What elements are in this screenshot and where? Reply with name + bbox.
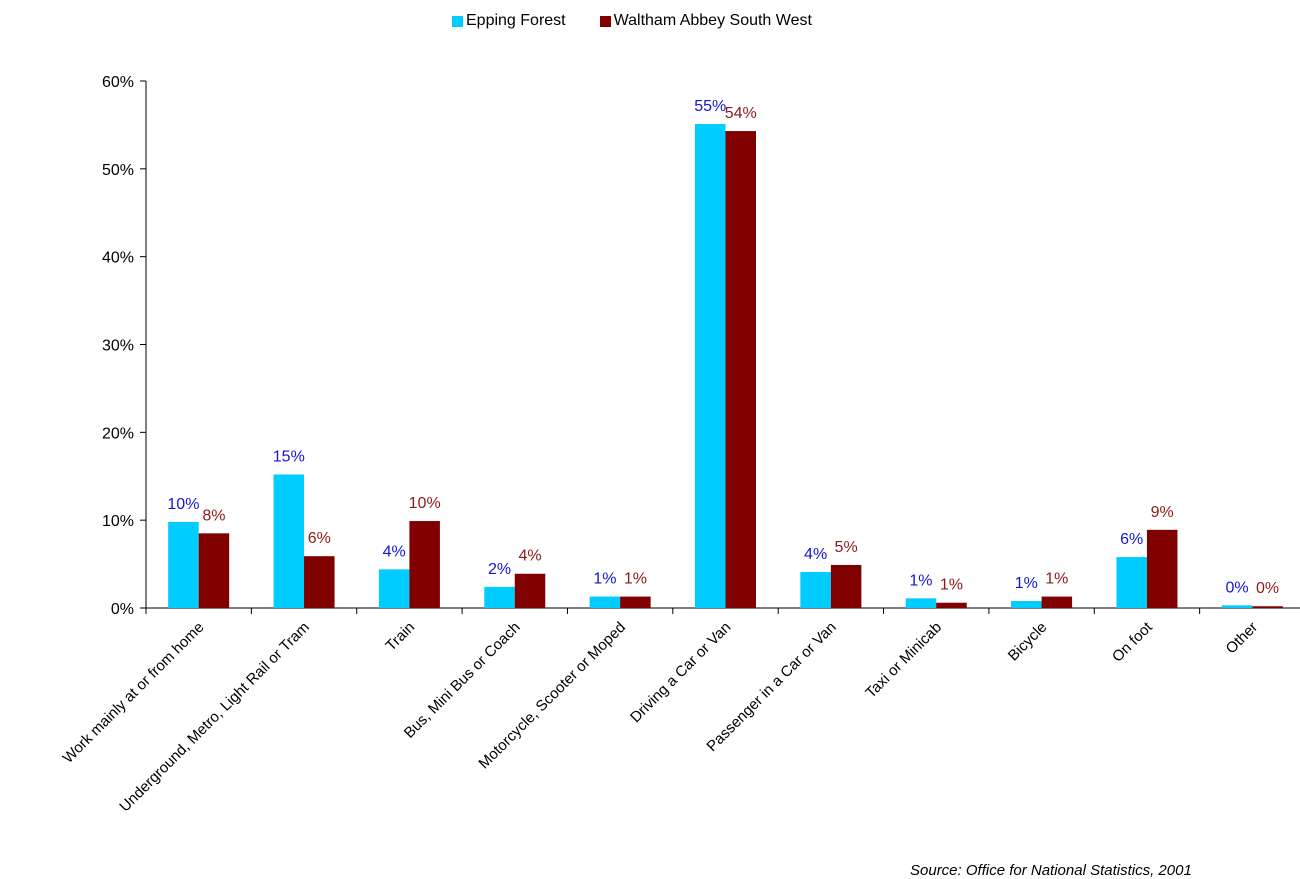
x-tick-label-driving-a-car-or-van: Driving a Car or Van — [627, 619, 734, 726]
x-tick-label-train: Train — [382, 619, 418, 655]
data-label-epping-forest-on-foot: 6% — [1120, 531, 1143, 548]
chart-legend: Epping Forest Waltham Abbey South West — [452, 10, 812, 32]
data-label-waltham-abbey-south-west-passenger-in-a-car-or-van: 5% — [835, 539, 858, 556]
bar-waltham-abbey-south-west-train — [409, 521, 440, 608]
bar-waltham-abbey-south-west-underground-metro-light-rail-or-tram — [304, 556, 335, 608]
source-note: Source: Office for National Statistics, … — [910, 862, 1192, 879]
data-label-epping-forest-driving-a-car-or-van: 55% — [694, 98, 726, 115]
bar-epping-forest-passenger-in-a-car-or-van — [800, 571, 831, 608]
legend-swatch-waltham-abbey-south-west — [599, 15, 611, 27]
data-label-waltham-abbey-south-west-train: 10% — [409, 495, 441, 512]
data-label-waltham-abbey-south-west-taxi-or-minicab: 1% — [940, 577, 963, 594]
data-label-epping-forest-train: 4% — [383, 543, 406, 560]
bar-epping-forest-other — [1221, 605, 1253, 608]
data-label-waltham-abbey-south-west-other: 0% — [1256, 580, 1279, 597]
bar-waltham-abbey-south-west-other — [1252, 606, 1283, 608]
data-label-waltham-abbey-south-west-work-mainly-at-or-from-home: 8% — [202, 507, 225, 524]
bar-waltham-abbey-south-west-passenger-in-a-car-or-van — [830, 564, 862, 608]
bar-epping-forest-bus-mini-bus-or-coach — [484, 586, 515, 608]
bar-epping-forest-motorcycle-scooter-or-moped — [589, 596, 621, 608]
legend-label-epping-forest: Epping Forest — [466, 12, 566, 29]
data-label-waltham-abbey-south-west-on-foot: 9% — [1151, 504, 1174, 521]
y-tick-label: 0% — [111, 601, 134, 618]
data-label-epping-forest-bicycle: 1% — [1015, 575, 1038, 592]
bar-epping-forest-work-mainly-at-or-from-home — [168, 521, 199, 608]
bar-waltham-abbey-south-west-work-mainly-at-or-from-home — [198, 533, 230, 608]
y-tick-label: 20% — [102, 425, 134, 442]
bar-waltham-abbey-south-west-bicycle — [1041, 596, 1073, 608]
bar-waltham-abbey-south-west-on-foot — [1146, 529, 1178, 608]
x-tick-label-bicycle: Bicycle — [1005, 619, 1051, 665]
bar-epping-forest-taxi-or-minicab — [905, 598, 937, 608]
data-label-epping-forest-motorcycle-scooter-or-moped: 1% — [593, 571, 616, 588]
y-tick-label: 40% — [102, 250, 134, 267]
data-label-epping-forest-other: 0% — [1226, 579, 1249, 596]
legend-item-epping-forest: Epping Forest — [452, 12, 566, 30]
bar-epping-forest-train — [378, 569, 410, 608]
bar-waltham-abbey-south-west-motorcycle-scooter-or-moped — [620, 596, 651, 608]
x-tick-label-on-foot: On foot — [1109, 618, 1156, 665]
y-tick-label: 10% — [102, 513, 134, 530]
data-label-epping-forest-work-mainly-at-or-from-home: 10% — [167, 496, 199, 513]
x-tick-label-bus-mini-bus-or-coach: Bus, Mini Bus or Coach — [401, 619, 524, 742]
data-label-epping-forest-underground-metro-light-rail-or-tram: 15% — [273, 448, 305, 465]
data-label-waltham-abbey-south-west-bicycle: 1% — [1045, 571, 1068, 588]
bar-epping-forest-bicycle — [1011, 600, 1042, 608]
legend-label-waltham-abbey-south-west: Waltham Abbey South West — [613, 12, 812, 29]
bar-epping-forest-driving-a-car-or-van — [695, 124, 726, 608]
data-label-waltham-abbey-south-west-bus-mini-bus-or-coach: 4% — [518, 548, 541, 565]
x-tick-label-other: Other — [1223, 619, 1262, 658]
y-tick-label: 60% — [102, 74, 134, 91]
legend-swatch-epping-forest — [452, 15, 463, 27]
data-label-waltham-abbey-south-west-driving-a-car-or-van: 54% — [725, 105, 757, 122]
bar-waltham-abbey-south-west-driving-a-car-or-van — [725, 131, 756, 608]
x-tick-label-taxi-or-minicab: Taxi or Minicab — [862, 619, 945, 702]
y-tick-label: 50% — [102, 162, 134, 179]
data-label-waltham-abbey-south-west-motorcycle-scooter-or-moped: 1% — [624, 571, 647, 588]
legend-item-waltham-abbey-south-west: Waltham Abbey South West — [599, 12, 812, 30]
bar-waltham-abbey-south-west-taxi-or-minicab — [936, 602, 967, 608]
data-label-epping-forest-passenger-in-a-car-or-van: 4% — [804, 546, 827, 563]
bar-epping-forest-underground-metro-light-rail-or-tram — [273, 474, 305, 608]
data-label-epping-forest-taxi-or-minicab: 1% — [909, 572, 932, 589]
bar-epping-forest-on-foot — [1116, 557, 1147, 608]
data-label-epping-forest-bus-mini-bus-or-coach: 2% — [488, 561, 511, 578]
data-label-waltham-abbey-south-west-underground-metro-light-rail-or-tram: 6% — [308, 530, 331, 547]
y-tick-label: 30% — [102, 338, 134, 355]
x-tick-label-underground-metro-light-rail-or-tram: Underground, Metro, Light Rail or Tram — [116, 619, 313, 816]
bar-waltham-abbey-south-west-bus-mini-bus-or-coach — [514, 573, 546, 608]
